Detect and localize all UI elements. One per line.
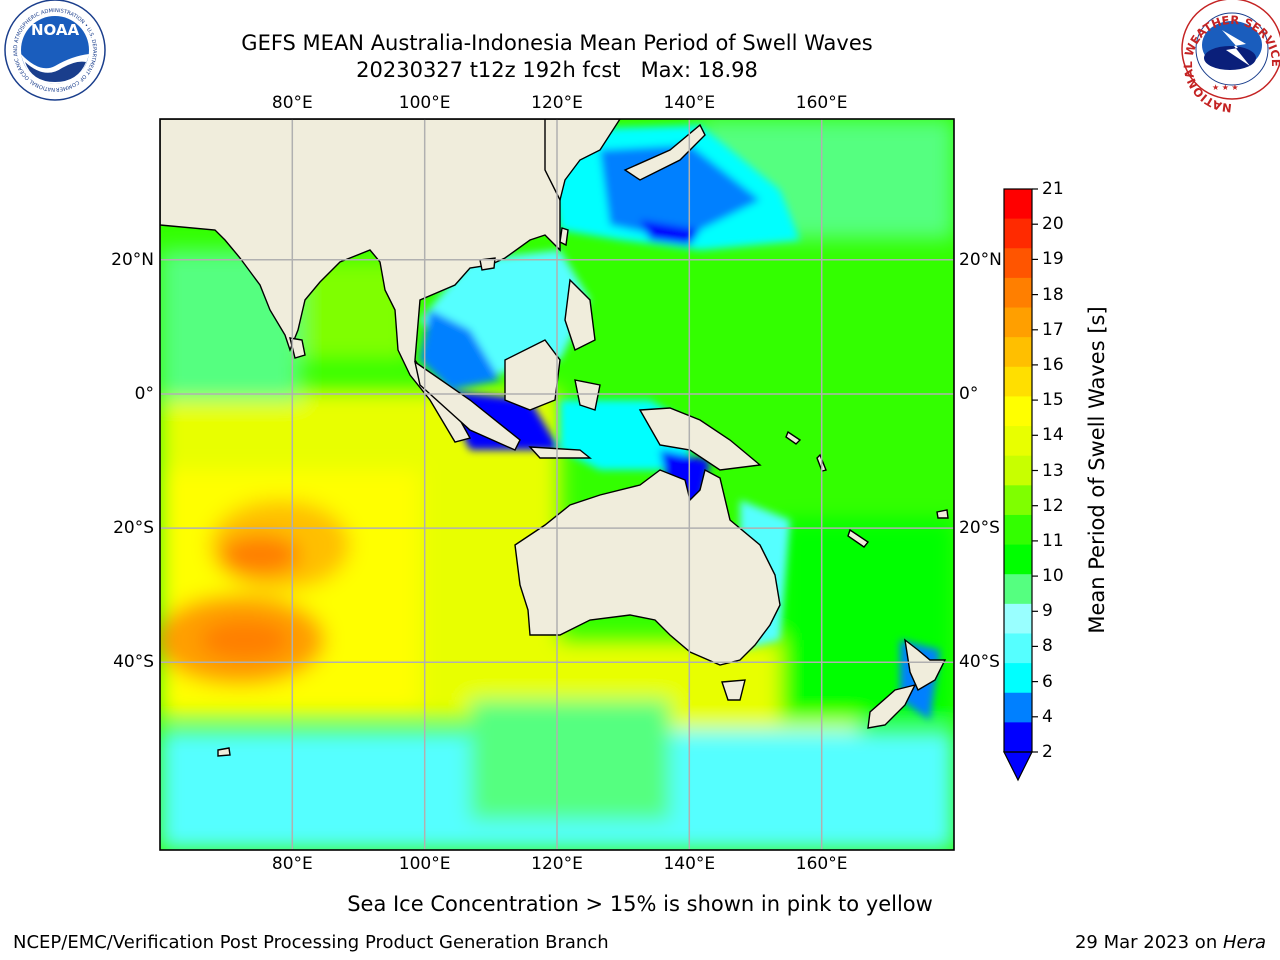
landmass-nz-north	[904, 638, 947, 692]
colorbar-swatch	[1004, 455, 1032, 486]
colorbar	[1003, 188, 1038, 782]
lat-label-left: 0°	[134, 383, 154, 404]
colorbar-swatch	[1004, 663, 1032, 694]
land-masses	[160, 119, 949, 757]
colorbar-swatch	[1004, 514, 1032, 546]
colorbar-tick-label: 15	[1042, 390, 1064, 411]
footer-date-text: 29 Mar 2023 on	[1074, 932, 1223, 953]
landmass-hainan	[479, 257, 496, 271]
sea-ice-note: Sea Ice Concentration > 15% is shown in …	[347, 892, 933, 916]
colorbar-tick-label: 8	[1042, 636, 1053, 657]
lon-label-bottom: 120°E	[531, 854, 583, 874]
landmass-australia	[514, 468, 781, 666]
lat-label-left: 20°N	[111, 249, 154, 270]
lat-label-left: 20°S	[113, 518, 154, 539]
colorbar-extend-triangle	[1003, 751, 1033, 782]
map-title: GEFS MEAN Australia-Indonesia Mean Perio…	[241, 31, 873, 55]
lon-label-top: 140°E	[663, 93, 716, 113]
footer-date: 29 Mar 2023 on Hera	[1075, 932, 1266, 954]
colorbar-swatch	[1004, 544, 1032, 575]
lon-label-bottom: 160°E	[795, 854, 848, 874]
colorbar-tick-label: 19	[1042, 249, 1064, 270]
colorbar-tick-label: 12	[1042, 495, 1064, 516]
footer-branch: NCEP/EMC/Verification Post Processing Pr…	[13, 932, 609, 953]
landmass-philippines	[564, 278, 596, 351]
lat-label-right: 20°S	[959, 518, 1000, 539]
colorbar-swatch	[1004, 485, 1032, 516]
landmass-fiji	[936, 509, 949, 519]
map-frame	[159, 118, 955, 851]
footer-host: Hera	[1222, 932, 1266, 953]
colorbar-label: Mean Period of Swell Waves [s]	[1085, 306, 1109, 634]
lon-label-bottom: 100°E	[398, 854, 451, 874]
colorbar-swatch	[1004, 603, 1032, 635]
landmass-sumatra	[413, 360, 521, 451]
landmass-new-caledonia	[847, 528, 870, 548]
lat-label-right: 20°N	[959, 249, 1002, 270]
landmass-sri-lanka	[289, 337, 306, 359]
landmass-nz-south	[867, 683, 917, 729]
lon-label-top: 80°E	[271, 93, 313, 113]
lat-label-right: 0°	[959, 383, 979, 404]
colorbar-swatch	[1004, 337, 1032, 368]
lon-label-top: 120°E	[531, 93, 583, 113]
landmass-kerguelen	[217, 747, 231, 757]
lat-label-right: 40°S	[959, 652, 1000, 673]
colorbar-tick-label: 21	[1042, 179, 1064, 199]
noaa-logo: NOAA NATIONAL OCEANIC AND ATMOSPHERIC AD…	[0, 0, 106, 101]
colorbar-tick-label: 10	[1042, 566, 1064, 587]
map-subtitle: 20230327 t12z 192h fcst Max: 18.98	[356, 58, 758, 82]
colorbar-tick-label: 14	[1042, 425, 1064, 446]
lon-label-bottom: 80°E	[271, 854, 313, 874]
noaa-logo-text: NOAA	[31, 21, 80, 39]
colorbar-swatch	[1004, 426, 1032, 457]
colorbar-tick-label: 11	[1042, 530, 1064, 551]
landmass-sulawesi	[574, 379, 601, 411]
landmass-japan	[623, 123, 706, 181]
colorbar-swatch	[1004, 633, 1032, 664]
colorbar-swatch	[1004, 218, 1032, 249]
lon-label-top: 160°E	[795, 93, 848, 113]
nws-logo: ★ ★ ★ NATIONAL WEATHER SERVICE	[1181, 0, 1280, 115]
gridlines	[160, 119, 954, 850]
colorbar-tick-label: 20	[1042, 214, 1064, 235]
landmass-borneo	[504, 339, 561, 411]
landmass-solomon	[785, 430, 802, 445]
colorbar-tick-label: 17	[1042, 319, 1064, 340]
colorbar-tick-label: 9	[1042, 601, 1053, 622]
lat-label-left: 40°S	[113, 652, 154, 673]
colorbar-swatch	[1004, 366, 1032, 398]
colorbar-swatch	[1004, 692, 1032, 723]
landmass-new-guinea	[638, 407, 762, 471]
landmass-korea-china-coast	[544, 119, 621, 203]
colorbar-swatch	[1004, 722, 1032, 753]
colorbar-tick-label: 2	[1042, 742, 1053, 762]
svg-text:★ ★ ★: ★ ★ ★	[1212, 83, 1239, 92]
landmass-tasmania	[721, 679, 746, 701]
landmass-taiwan	[559, 227, 569, 247]
colorbar-swatch	[1004, 396, 1032, 427]
lon-label-bottom: 140°E	[663, 854, 716, 874]
colorbar-swatch	[1004, 574, 1032, 605]
colorbar-swatch	[1004, 189, 1032, 220]
colorbar-tick-label: 13	[1042, 460, 1064, 481]
lon-label-top: 100°E	[398, 93, 451, 113]
colorbar-swatch	[1004, 248, 1032, 279]
colorbar-tick-label: 16	[1042, 354, 1064, 375]
colorbar-swatch	[1004, 307, 1032, 338]
colorbar-tick-label: 18	[1042, 284, 1064, 305]
colorbar-tick-label: 6	[1042, 671, 1053, 692]
colorbar-tick-label: 4	[1042, 706, 1053, 727]
colorbar-swatch	[1004, 277, 1032, 309]
landmass-java	[528, 446, 592, 459]
